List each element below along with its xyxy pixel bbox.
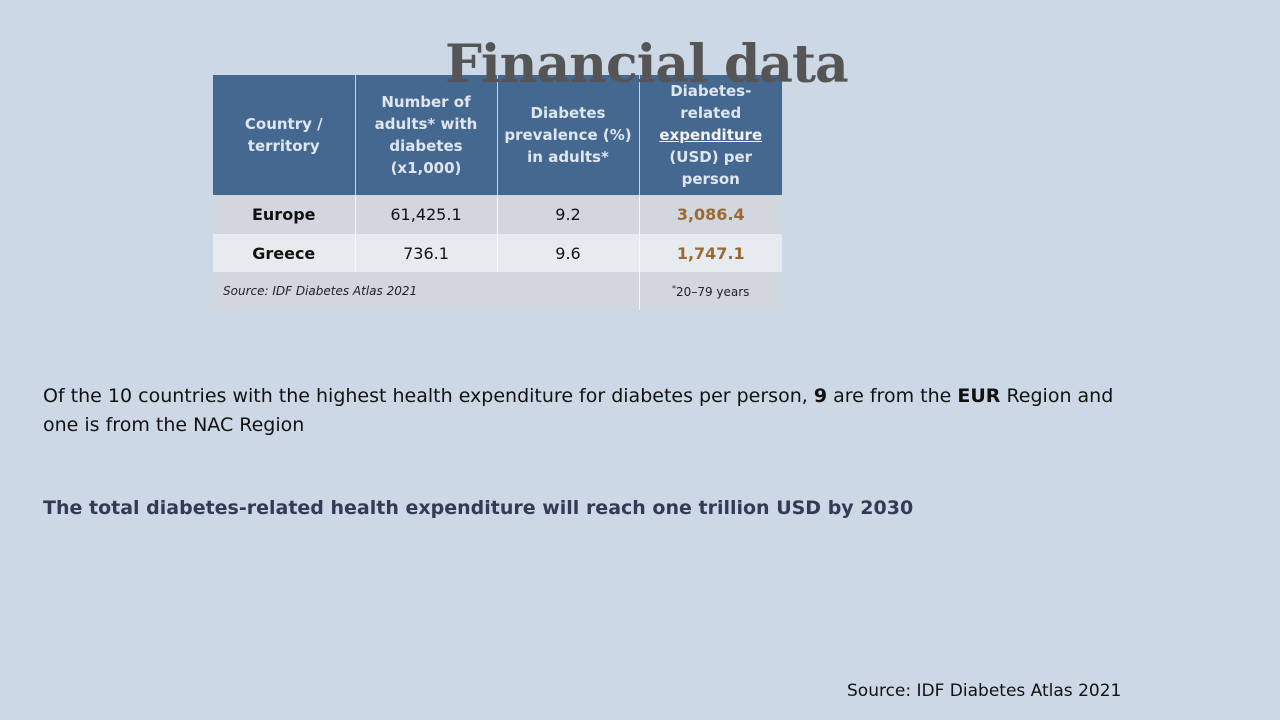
slide-source: Source: IDF Diabetes Atlas 2021 bbox=[847, 681, 1122, 701]
cell-country: Europe bbox=[213, 195, 356, 234]
cell-expenditure: 1,747.1 bbox=[639, 234, 782, 272]
header-prevalence: Diabetes prevalence (%) in adults* bbox=[497, 75, 640, 195]
table-row: Greece 736.1 9.6 1,747.1 bbox=[213, 234, 782, 272]
table-row: Europe 61,425.1 9.2 3,086.4 bbox=[213, 195, 782, 234]
cell-country: Greece bbox=[213, 234, 356, 272]
cell-adults: 736.1 bbox=[355, 234, 498, 272]
table-footer-row: Source: IDF Diabetes Atlas 2021 *20–79 y… bbox=[213, 272, 782, 310]
header-expenditure-underline: expenditure bbox=[659, 126, 763, 144]
para1-bold-region: EUR bbox=[957, 385, 1001, 407]
cell-adults: 61,425.1 bbox=[355, 195, 498, 234]
diabetes-data-table: Country / territory Number of adults* wi… bbox=[213, 75, 782, 310]
note-mark: * bbox=[672, 283, 677, 293]
slide-title: Financial data bbox=[445, 34, 849, 95]
table-header-row: Country / territory Number of adults* wi… bbox=[213, 75, 782, 195]
para1-text-1: Of the 10 countries with the highest hea… bbox=[43, 385, 814, 407]
para1-text-2: are from the bbox=[827, 385, 958, 407]
para1-bold-count: 9 bbox=[813, 385, 828, 407]
header-expenditure-before: Diabetes-related bbox=[670, 82, 752, 122]
header-country: Country / territory bbox=[213, 75, 356, 195]
header-expenditure-after: (USD) per person bbox=[669, 148, 753, 188]
header-adults: Number of adults* with diabetes (x1,000) bbox=[355, 75, 498, 195]
header-expenditure: Diabetes-related expenditure (USD) per p… bbox=[639, 75, 782, 195]
table-age-note: *20–79 years bbox=[638, 272, 782, 310]
cell-expenditure: 3,086.4 bbox=[639, 195, 782, 234]
expenditure-paragraph: Of the 10 countries with the highest hea… bbox=[43, 382, 1143, 440]
projection-paragraph: The total diabetes-related health expend… bbox=[43, 497, 914, 519]
note-text: 20–79 years bbox=[676, 284, 750, 299]
table-source-note: Source: IDF Diabetes Atlas 2021 bbox=[213, 272, 639, 310]
para1-text-3: Region and one is from the NAC Region bbox=[43, 385, 1114, 436]
cell-prevalence: 9.6 bbox=[497, 234, 640, 272]
cell-prevalence: 9.2 bbox=[497, 195, 640, 234]
